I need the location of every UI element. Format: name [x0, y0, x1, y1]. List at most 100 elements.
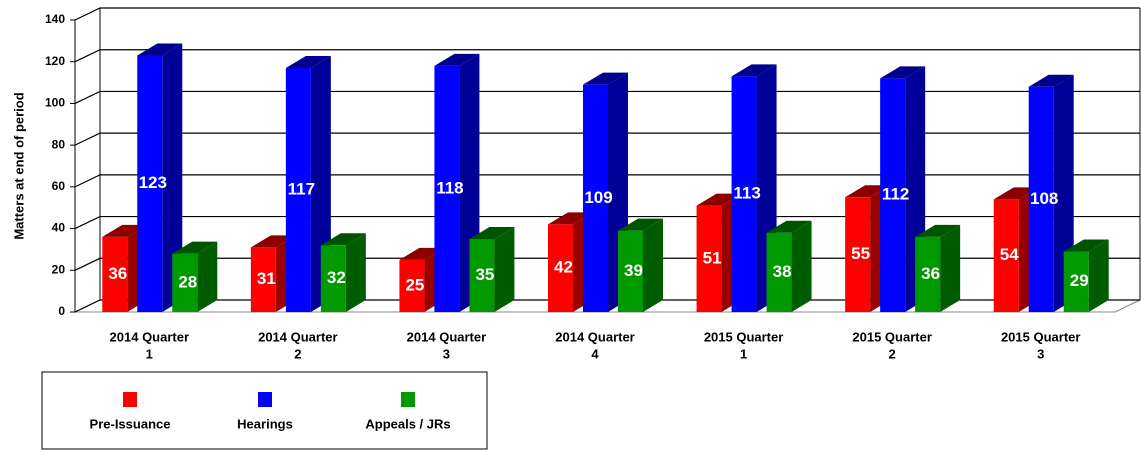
bar-side — [940, 224, 961, 312]
bar-top — [102, 224, 148, 237]
bar — [434, 65, 460, 312]
bar-side — [1088, 239, 1109, 312]
x-tick-label: 2 — [294, 346, 301, 361]
x-tick-label: 2014 Quarter — [407, 329, 487, 344]
bar-top — [320, 233, 366, 246]
x-tick-label: 2014 Quarter — [555, 329, 635, 344]
legend-swatch — [401, 392, 415, 407]
x-tick-label: 1 — [146, 346, 153, 361]
bar-side — [162, 43, 183, 312]
bar-top — [434, 53, 480, 66]
value-label: 25 — [405, 275, 424, 294]
grid-line — [74, 90, 1140, 104]
bar-side — [197, 241, 218, 312]
bar-side — [494, 227, 515, 312]
x-tick-label: 2015 Quarter — [1001, 329, 1081, 344]
bar — [285, 67, 311, 312]
legend-box — [41, 371, 488, 450]
bar-top — [766, 220, 812, 233]
x-tick-label: 2015 Quarter — [852, 329, 932, 344]
y-tick-label: 40 — [52, 221, 66, 235]
bar — [583, 84, 608, 313]
y-axis-label: Matters at end of period — [11, 92, 26, 239]
value-label: 31 — [257, 269, 276, 288]
value-label: 32 — [327, 268, 346, 287]
bar-side — [643, 218, 663, 312]
y-tick-label: 20 — [52, 262, 66, 276]
bar — [1028, 86, 1054, 312]
bar — [618, 230, 643, 312]
bar-top — [696, 193, 742, 206]
legend-swatch — [258, 392, 272, 407]
x-tick-label: 2 — [889, 346, 896, 361]
bar-top — [469, 227, 515, 239]
value-label: 117 — [288, 179, 315, 198]
bar-side — [791, 220, 812, 312]
value-label: 29 — [1070, 271, 1089, 290]
value-label: 55 — [851, 244, 870, 263]
bar-top — [250, 235, 296, 248]
bar — [880, 78, 906, 313]
bar-top — [548, 212, 593, 225]
y-tick-label: 0 — [58, 304, 65, 318]
bar-top — [399, 247, 445, 260]
grid-line — [74, 7, 1140, 21]
legend-label: Pre-Issuance — [90, 416, 171, 431]
grid-line — [74, 215, 1140, 230]
bar — [137, 55, 163, 312]
value-label: 123 — [139, 173, 167, 192]
value-label: 28 — [178, 272, 197, 291]
x-tick-label: 2014 Quarter — [110, 329, 190, 344]
bar-top — [137, 43, 183, 56]
value-label: 108 — [1030, 189, 1058, 208]
bar-top — [1028, 74, 1074, 87]
bar — [845, 197, 871, 312]
x-tick-label: 2015 Quarter — [704, 329, 784, 344]
value-label: 109 — [584, 188, 612, 207]
value-label: 39 — [624, 261, 643, 280]
y-tick-label: 60 — [52, 179, 66, 193]
bar — [1063, 251, 1089, 312]
legend-label: Appeals / JRs — [365, 416, 450, 431]
y-tick-label: 120 — [45, 54, 65, 68]
bar — [915, 236, 941, 312]
bar — [250, 247, 276, 312]
value-label: 112 — [882, 185, 909, 204]
value-label: 35 — [475, 265, 494, 284]
bar — [993, 199, 1019, 312]
bar-top — [583, 72, 628, 85]
value-label: 118 — [436, 178, 463, 197]
bar-top — [1063, 239, 1109, 252]
bar-top — [731, 64, 777, 77]
bar-top — [172, 241, 218, 254]
legend-swatch — [123, 392, 137, 407]
bar-top — [285, 55, 331, 68]
x-tick-label: 2014 Quarter — [258, 329, 338, 344]
value-label: 113 — [733, 184, 760, 203]
y-tick-label: 100 — [45, 96, 65, 110]
grid-line — [74, 49, 1140, 63]
value-label: 38 — [773, 262, 792, 281]
bar — [172, 253, 198, 312]
bar — [469, 239, 495, 312]
grid-line — [74, 174, 1140, 188]
x-tick-label: 1 — [740, 346, 747, 361]
bar-side — [345, 233, 366, 312]
grid-line — [74, 132, 1140, 146]
bar — [696, 205, 722, 312]
bar — [731, 76, 757, 312]
bar-top — [915, 224, 961, 237]
bar-top — [618, 218, 663, 231]
value-label: 51 — [703, 248, 722, 267]
bar-top — [845, 185, 891, 198]
x-tick-label: 3 — [443, 346, 450, 361]
bar — [766, 232, 792, 312]
y-tick-label: 140 — [45, 12, 65, 26]
y-tick-label: 80 — [52, 137, 66, 151]
x-tick-label: 3 — [1037, 346, 1044, 361]
x-tick-label: 4 — [591, 346, 599, 361]
value-label: 54 — [1000, 245, 1019, 264]
value-label: 36 — [108, 264, 127, 283]
bar-top — [880, 66, 926, 79]
